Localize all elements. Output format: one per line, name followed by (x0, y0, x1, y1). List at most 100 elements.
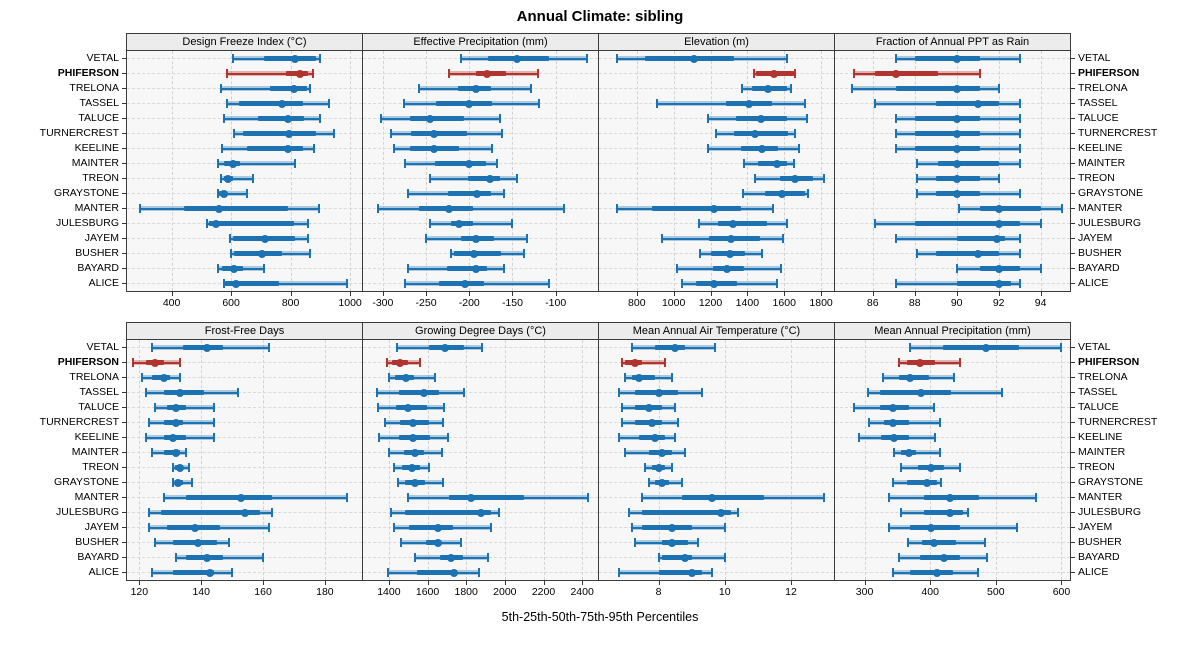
station-label: KEELINE (74, 431, 119, 443)
median-dot (472, 264, 481, 273)
whisker-cap (699, 249, 702, 258)
gridline-horizontal (599, 482, 834, 483)
panel-axis: 86 88 90 92 94 (834, 292, 1071, 314)
whisker-cap (644, 463, 647, 472)
median-dot (454, 219, 463, 228)
row-tick (1071, 467, 1075, 468)
gridline-vertical (956, 51, 958, 291)
whisker-cap (915, 159, 918, 168)
station-label: BUSHER (1078, 247, 1122, 259)
station-label: BAYARD (77, 262, 119, 274)
whisker-cap (442, 418, 445, 427)
whisker-cap (480, 343, 483, 352)
whisker-cap (387, 448, 390, 457)
axis-tick (790, 581, 792, 585)
median-dot (939, 553, 948, 562)
panel: Growing Degree Days (°C) 1400 1600 1800 2000… (362, 322, 599, 603)
iqr-bar-25-75 (914, 146, 980, 151)
gridline-horizontal (599, 422, 834, 423)
whisker-cap (376, 204, 379, 213)
whisker-cap (262, 264, 265, 273)
station-label: KEELINE (1078, 142, 1123, 154)
whisker-cap (616, 204, 619, 213)
axis-tick (426, 292, 428, 296)
whisker-cap (402, 99, 405, 108)
axis-tick (388, 581, 390, 585)
gridline-horizontal (599, 452, 834, 453)
median-dot (756, 114, 765, 123)
gridline-horizontal (127, 362, 362, 363)
station-label: TREON (82, 172, 119, 184)
axis-tick (171, 292, 173, 296)
row-tick (1071, 392, 1075, 393)
axis-tick-label: 1200 (698, 297, 723, 309)
whisker-cap (899, 508, 902, 517)
row-tick (1071, 163, 1075, 164)
whisker-line-5-95 (173, 481, 192, 484)
gridline-vertical (139, 340, 141, 580)
whisker-cap (429, 174, 432, 183)
median-dot (772, 159, 781, 168)
gridline-vertical (636, 51, 638, 291)
row-tick (122, 497, 126, 498)
whisker-cap (894, 234, 897, 243)
iqr-bar-25-75 (434, 161, 486, 166)
station-label: TASSEL (1078, 97, 1118, 109)
row-tick (1071, 422, 1075, 423)
gridline-vertical (555, 51, 557, 291)
axis-tick (469, 292, 471, 296)
whisker-cap (547, 279, 550, 288)
median-dot (160, 373, 169, 382)
gridline-vertical (1061, 340, 1063, 580)
iqr-bar-25-75 (234, 251, 282, 256)
median-dot (411, 448, 420, 457)
whisker-cap (793, 159, 796, 168)
row-tick (1071, 148, 1075, 149)
gridline-vertical (673, 51, 675, 291)
iqr-bar-25-75 (426, 540, 441, 545)
whisker-cap (153, 403, 156, 412)
iqr-bar-25-75 (757, 161, 787, 166)
median-dot (952, 144, 961, 153)
whisker-cap (852, 69, 855, 78)
whisker-cap (958, 358, 961, 367)
panel-body (598, 51, 835, 292)
whisker-cap (891, 568, 894, 577)
row-tick (1071, 238, 1075, 239)
whisker-cap (434, 373, 437, 382)
station-label: TURNERCREST (39, 127, 119, 139)
whisker-cap (715, 129, 718, 138)
axis-tick (872, 292, 874, 296)
station-label: JAYEM (1078, 232, 1113, 244)
axis-tick-label: -100 (545, 297, 567, 309)
median-dot (231, 279, 240, 288)
panel: Mean Annual Precipitation (mm) 300 400 500 6… (834, 322, 1071, 603)
median-dot (631, 358, 640, 367)
whisker-cap (404, 159, 407, 168)
panel-grid-top: VETAL PHIFERSON TRELONA TASSEL TALUCE TURNERC… (0, 33, 1200, 314)
whisker-cap (386, 568, 389, 577)
whisker-cap (319, 114, 322, 123)
whisker-cap (147, 418, 150, 427)
median-dot (295, 69, 304, 78)
iqr-bar-25-75 (238, 101, 303, 106)
whisker-cap (894, 129, 897, 138)
axis-tick-label: 1000 (338, 297, 362, 309)
axis-tick (636, 292, 638, 296)
gridline-horizontal (127, 377, 362, 378)
row-tick (1071, 362, 1075, 363)
whisker-cap (894, 279, 897, 288)
axis-tick-label: 88 (908, 297, 921, 309)
whisker-cap (713, 343, 716, 352)
row-tick (122, 482, 126, 483)
whisker-cap (228, 234, 231, 243)
iqr-bar-25-75 (935, 251, 999, 256)
whisker-cap (231, 568, 234, 577)
iqr-bar-25-75 (956, 281, 1012, 286)
whisker-cap (657, 553, 660, 562)
panel-strip-title: Mean Annual Air Temperature (°C) (598, 322, 835, 340)
iqr-bar-25-75 (405, 510, 492, 515)
whisker-cap (1018, 99, 1021, 108)
iqr-bar-25-75 (921, 540, 957, 545)
median-dot (952, 129, 961, 138)
